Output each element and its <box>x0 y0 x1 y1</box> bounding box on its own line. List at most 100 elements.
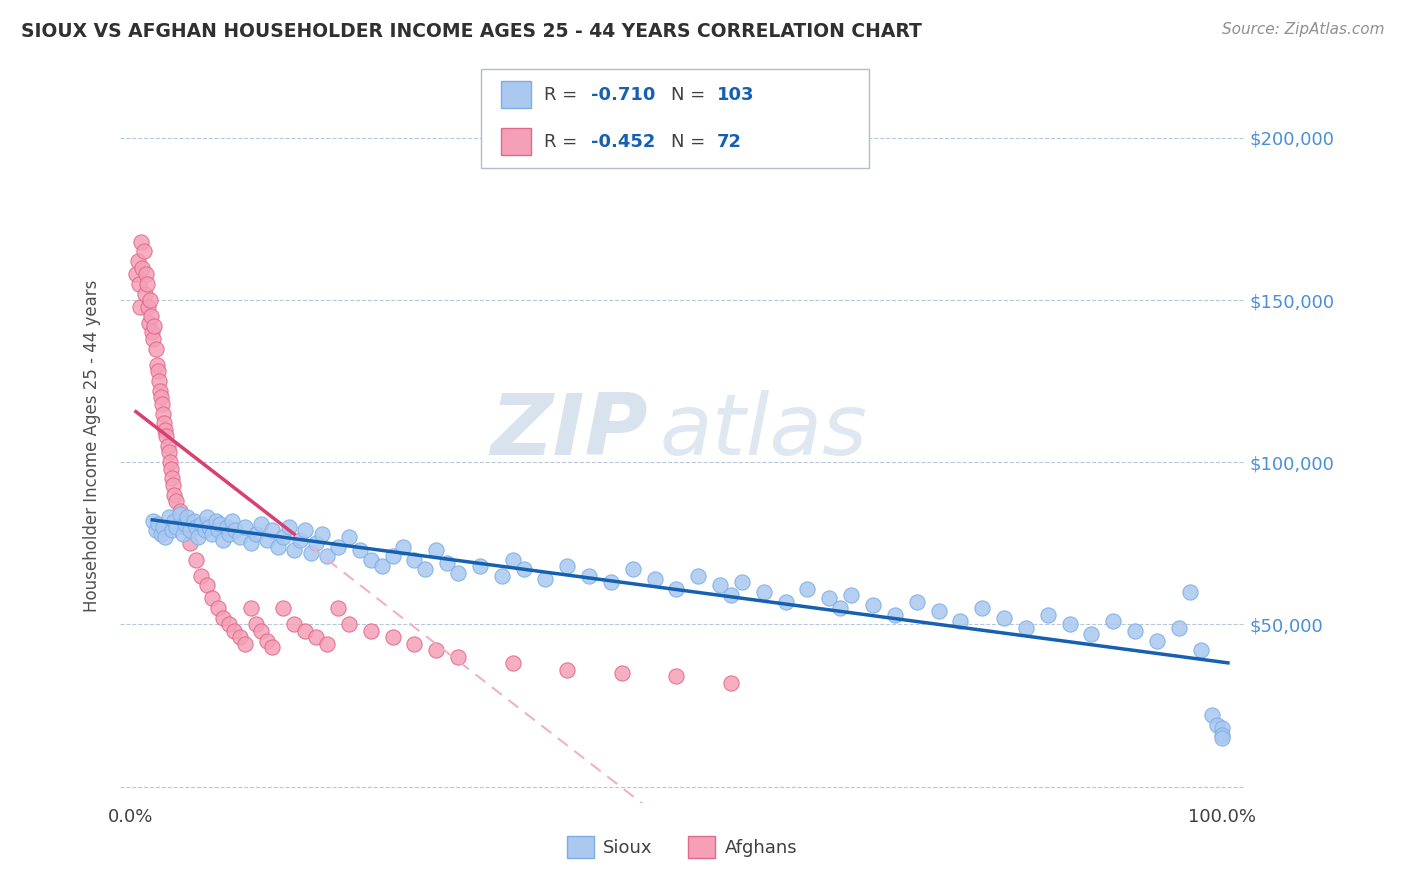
Point <box>305 536 328 550</box>
Point <box>150 390 173 404</box>
Point <box>131 235 153 249</box>
Point <box>156 439 179 453</box>
Point <box>337 530 360 544</box>
Point <box>131 260 153 275</box>
Point <box>163 514 186 528</box>
Text: R =: R = <box>544 86 583 103</box>
Point <box>796 582 818 596</box>
Point <box>326 540 349 554</box>
Point <box>534 572 557 586</box>
Point <box>267 540 290 554</box>
Point <box>215 520 238 534</box>
Point <box>245 617 267 632</box>
Point <box>360 552 382 566</box>
Point <box>644 572 666 586</box>
Point <box>600 575 623 590</box>
Point <box>720 588 742 602</box>
Point <box>1036 607 1059 622</box>
Point <box>155 423 177 437</box>
Point <box>204 514 226 528</box>
Point <box>294 524 316 538</box>
Point <box>337 617 360 632</box>
Point <box>1211 721 1233 735</box>
Point <box>610 666 633 681</box>
Point <box>239 601 262 615</box>
Point <box>129 300 152 314</box>
Point <box>404 552 426 566</box>
Point <box>152 407 174 421</box>
Point <box>174 520 197 534</box>
Point <box>775 595 797 609</box>
Point <box>221 514 243 528</box>
Text: N =: N = <box>671 86 710 103</box>
Point <box>370 559 392 574</box>
Point <box>502 552 524 566</box>
Point <box>218 526 240 541</box>
Point <box>163 488 186 502</box>
Point <box>349 542 371 557</box>
Point <box>262 640 284 654</box>
Point <box>381 549 404 564</box>
Text: atlas: atlas <box>659 390 868 474</box>
Point <box>1059 617 1081 632</box>
Point <box>141 310 163 324</box>
Point <box>184 520 207 534</box>
Point <box>172 514 194 528</box>
Point <box>142 514 165 528</box>
Point <box>468 559 491 574</box>
Point <box>139 293 162 307</box>
Point <box>1206 718 1229 732</box>
Point <box>228 530 250 544</box>
Point <box>305 631 328 645</box>
Point <box>141 326 163 340</box>
Text: SIOUX VS AFGHAN HOUSEHOLDER INCOME AGES 25 - 44 YEARS CORRELATION CHART: SIOUX VS AFGHAN HOUSEHOLDER INCOME AGES … <box>21 22 922 41</box>
Point <box>218 617 240 632</box>
Text: ZIP: ZIP <box>491 390 648 474</box>
Point <box>1178 585 1201 599</box>
Point <box>149 384 172 398</box>
Point <box>1102 614 1125 628</box>
Point <box>818 591 841 606</box>
Point <box>273 530 295 544</box>
Point <box>127 254 149 268</box>
Point <box>142 332 165 346</box>
Point <box>169 507 191 521</box>
Point <box>731 575 754 590</box>
Point <box>145 524 167 538</box>
Point <box>184 552 207 566</box>
Point <box>752 585 775 599</box>
Point <box>360 624 382 638</box>
Point <box>169 504 191 518</box>
Point <box>905 595 928 609</box>
Point <box>212 611 235 625</box>
Point <box>283 542 305 557</box>
Point <box>316 549 339 564</box>
Point <box>176 510 198 524</box>
Point <box>145 358 167 372</box>
Point <box>250 624 273 638</box>
Point <box>150 526 173 541</box>
Text: Source: ZipAtlas.com: Source: ZipAtlas.com <box>1222 22 1385 37</box>
Point <box>326 601 349 615</box>
Point <box>883 607 905 622</box>
Point <box>201 526 224 541</box>
Point <box>146 364 169 378</box>
Point <box>447 649 470 664</box>
Point <box>135 277 157 291</box>
Point <box>165 520 187 534</box>
Text: R =: R = <box>544 133 583 151</box>
Point <box>277 520 299 534</box>
Point <box>153 417 176 431</box>
Point <box>665 669 688 683</box>
Point <box>928 604 950 618</box>
Point <box>132 244 155 259</box>
Point <box>174 516 197 531</box>
Point <box>239 536 262 550</box>
Text: 72: 72 <box>717 133 742 151</box>
Point <box>381 631 404 645</box>
Point <box>160 461 183 475</box>
Point <box>621 562 644 576</box>
Point <box>208 516 231 531</box>
Text: N =: N = <box>671 133 710 151</box>
Point <box>555 663 578 677</box>
